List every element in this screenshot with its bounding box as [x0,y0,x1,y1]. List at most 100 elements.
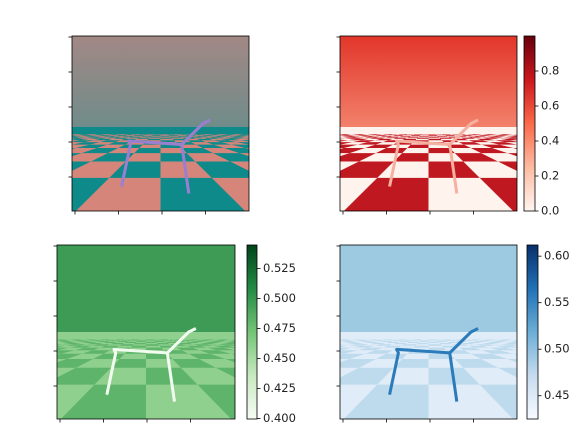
floor-tile [322,137,341,138]
floor-tile [12,145,54,148]
floor-tile [420,135,428,136]
floor-tile [38,342,57,343]
floor-tile [321,136,339,137]
floor-tile [411,135,421,136]
floor-tile [152,135,160,136]
floor-tile [139,137,151,138]
floor-tile [322,342,341,343]
floor-tile [264,343,289,344]
floor-tile [0,162,46,178]
floor-tile [249,145,287,148]
floor-tile [437,341,448,342]
floor-tile [429,342,440,343]
floor-tile [555,148,581,153]
floor-tile [257,138,279,139]
floor-tile [443,134,452,135]
floor-tile [17,342,38,343]
floor-tile [429,344,442,346]
floor-tile [299,348,342,351]
floor-tile [271,148,323,153]
floor-tile [24,140,54,142]
floor-tile [0,153,3,161]
colorbar-tick-label: 0.425 [263,381,296,395]
floor-tile [0,148,12,153]
floor-tile [0,354,40,359]
floor-tile [417,138,429,139]
floor-tile [0,359,40,368]
floor-tile [0,140,27,142]
floor-tile [255,153,324,161]
colorbar-tick-label: 0.525 [263,261,296,275]
floor-tile [268,348,306,351]
floor-tile [4,348,39,351]
floor-tile [53,135,69,136]
floor-tile [146,340,155,341]
floor-tile [30,138,54,139]
floor-tile [429,137,440,138]
colorbar-tick-label: 0.60 [544,249,570,263]
floor-tile [0,385,19,432]
floor-tile [420,340,428,341]
floor-tile [175,134,184,135]
colorbar-tick-label: 0.2 [541,169,559,183]
colorbar-tick-label: 0.45 [544,388,570,402]
floor-tile [282,142,320,144]
floor-tile [134,343,146,344]
floor-tile [436,340,445,341]
floor-tile [443,339,452,340]
floor-tile [568,162,581,178]
floor-tile [407,137,419,138]
floor-tile [155,341,166,342]
floor-tile [298,343,322,344]
floor-tile [0,139,29,140]
floor-tile [252,348,292,351]
floor-tile [407,145,428,148]
colorbar-fill [524,36,535,211]
floor-tile [560,153,581,161]
floor-tile [575,346,581,348]
colorbar-tick-label: 0.450 [263,351,296,365]
floor-tile [38,340,55,341]
floor-tile [413,339,421,340]
floor-tile [0,346,12,348]
floor-tile [298,138,322,139]
floor-tile [287,348,322,351]
floor-tile [143,135,153,136]
floor-tile [278,138,303,139]
floor-tile [131,339,139,340]
colorbar-tick-label: 0.500 [263,291,296,305]
floor-tile [0,350,39,354]
floor-tile [154,340,163,341]
floor-tile [436,135,445,136]
floor-tile [560,359,581,368]
floor-tile [128,340,138,341]
floor-tile [265,344,293,346]
floor-tile [259,136,278,137]
floor-tile [169,136,180,137]
floor-tile [3,148,55,153]
floor-tile [321,340,337,341]
floor-tile [413,134,421,135]
floor-tile [0,142,24,144]
sky [340,36,517,128]
sky [340,245,517,333]
floor-tile [161,135,170,136]
colorbar-tick-label: 0.55 [544,295,570,309]
floor-tile [254,140,282,142]
floor-tile [429,134,437,135]
floor-tile [279,139,307,140]
floor-tile [268,344,297,346]
floor-tile [281,140,313,142]
floor-tile [0,344,15,346]
floor-tile [131,346,146,348]
floor-tile [32,137,53,138]
sky [72,36,249,128]
floor-tile [429,348,447,351]
floor-tile [280,145,322,148]
floor-tile [407,342,419,343]
floor-tile [151,136,161,137]
floor-tile [252,142,292,144]
floor-tile [300,342,321,343]
floor-tile [12,344,39,346]
